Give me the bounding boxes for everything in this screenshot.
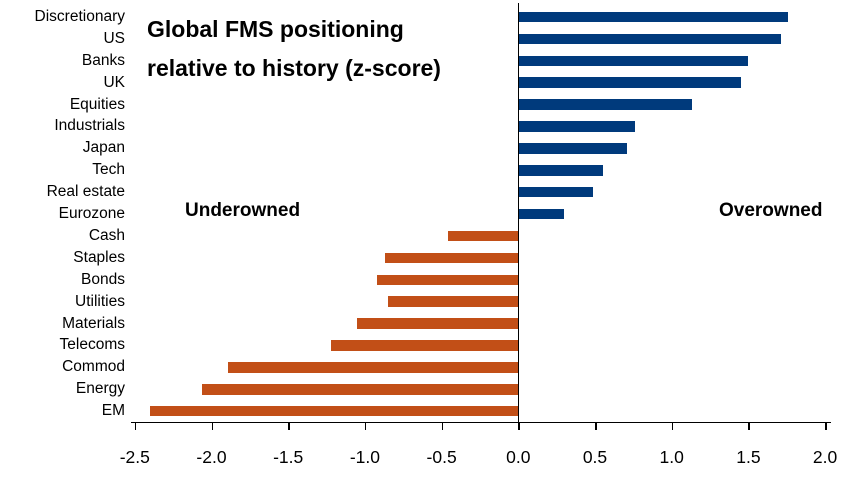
category-label-equities: Equities [69, 95, 125, 113]
x-tick [288, 422, 290, 430]
bar-discretionary [518, 11, 789, 23]
category-label-bonds: Bonds [81, 270, 125, 288]
x-tick [364, 422, 367, 430]
bar-real-estate [518, 186, 594, 198]
chart-title-line-1: Global FMS positioning [147, 16, 404, 42]
bar-bonds [377, 274, 519, 285]
category-label-materials: Materials [62, 314, 125, 332]
x-tick [211, 422, 213, 430]
category-label-real-estate: Real estate [46, 183, 125, 201]
x-tick-label: 0.5 [582, 447, 608, 467]
x-tick-label: -0.5 [426, 447, 457, 467]
category-label-staples: Staples [73, 248, 125, 266]
chart-title-line-2: relative to history (z-score) [147, 55, 441, 81]
x-tick [595, 422, 597, 430]
bar-uk [518, 77, 741, 88]
bar-utilities [387, 296, 519, 307]
category-label-eurozone: Eurozone [58, 205, 125, 223]
x-tick-label: -2.5 [119, 447, 150, 467]
underowned-label: Underowned [185, 200, 301, 221]
zero-axis-line [517, 3, 520, 430]
category-label-energy: Energy [75, 380, 125, 398]
x-tick [825, 422, 827, 430]
bar-cash [447, 230, 519, 242]
bar-banks [518, 55, 749, 66]
x-tick [671, 422, 674, 430]
category-label-tech: Tech [92, 161, 125, 179]
x-tick-label: 1.5 [736, 447, 761, 467]
chart-title: Global FMS positioning relative to histo… [147, 10, 441, 88]
bar-telecoms [331, 340, 519, 351]
x-axis-line [131, 421, 831, 423]
category-label-uk: UK [103, 73, 125, 91]
bar-japan [518, 143, 628, 154]
bar-tech [518, 165, 603, 176]
x-tick-label: -1.0 [349, 447, 380, 467]
x-tick-label: -1.5 [273, 447, 304, 467]
bar-em [150, 405, 519, 417]
category-label-japan: Japan [82, 139, 125, 157]
bar-energy [202, 384, 519, 395]
category-label-telecoms: Telecoms [59, 336, 125, 354]
x-tick [441, 422, 444, 430]
bar-materials [357, 318, 519, 329]
bar-commod [228, 362, 519, 373]
x-tick-label: 1.0 [659, 447, 684, 467]
category-label-cash: Cash [88, 226, 125, 244]
category-label-banks: Banks [81, 51, 125, 69]
bar-eurozone [518, 208, 565, 220]
x-tick-label: 0.0 [506, 447, 531, 467]
x-tick [134, 422, 137, 430]
category-label-us: US [103, 29, 125, 47]
x-tick-label: -2.0 [196, 447, 227, 467]
category-label-industrials: Industrials [54, 117, 125, 135]
bar-us [518, 33, 781, 45]
x-tick-label: 2.0 [812, 447, 838, 467]
overowned-label: Overowned [719, 200, 823, 221]
category-label-utilities: Utilities [75, 292, 125, 310]
bar-staples [384, 252, 519, 264]
category-label-em: EM [101, 402, 125, 420]
category-label-discretionary: Discretionary [34, 7, 125, 25]
x-tick [748, 422, 750, 430]
bar-industrials [518, 121, 635, 132]
category-label-commod: Commod [62, 358, 125, 376]
bar-equities [518, 99, 692, 110]
